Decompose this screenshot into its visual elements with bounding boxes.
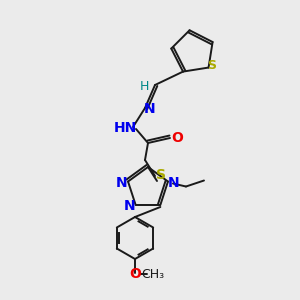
Text: N: N bbox=[124, 199, 136, 213]
Text: N: N bbox=[116, 176, 128, 190]
Text: CH₃: CH₃ bbox=[141, 268, 165, 281]
Text: HN: HN bbox=[113, 121, 136, 135]
Text: S: S bbox=[207, 59, 216, 72]
Text: O: O bbox=[171, 131, 183, 145]
Text: N: N bbox=[168, 176, 180, 190]
Text: O: O bbox=[129, 267, 141, 281]
Text: H: H bbox=[139, 80, 149, 94]
Text: S: S bbox=[156, 168, 166, 182]
Text: N: N bbox=[144, 102, 156, 116]
